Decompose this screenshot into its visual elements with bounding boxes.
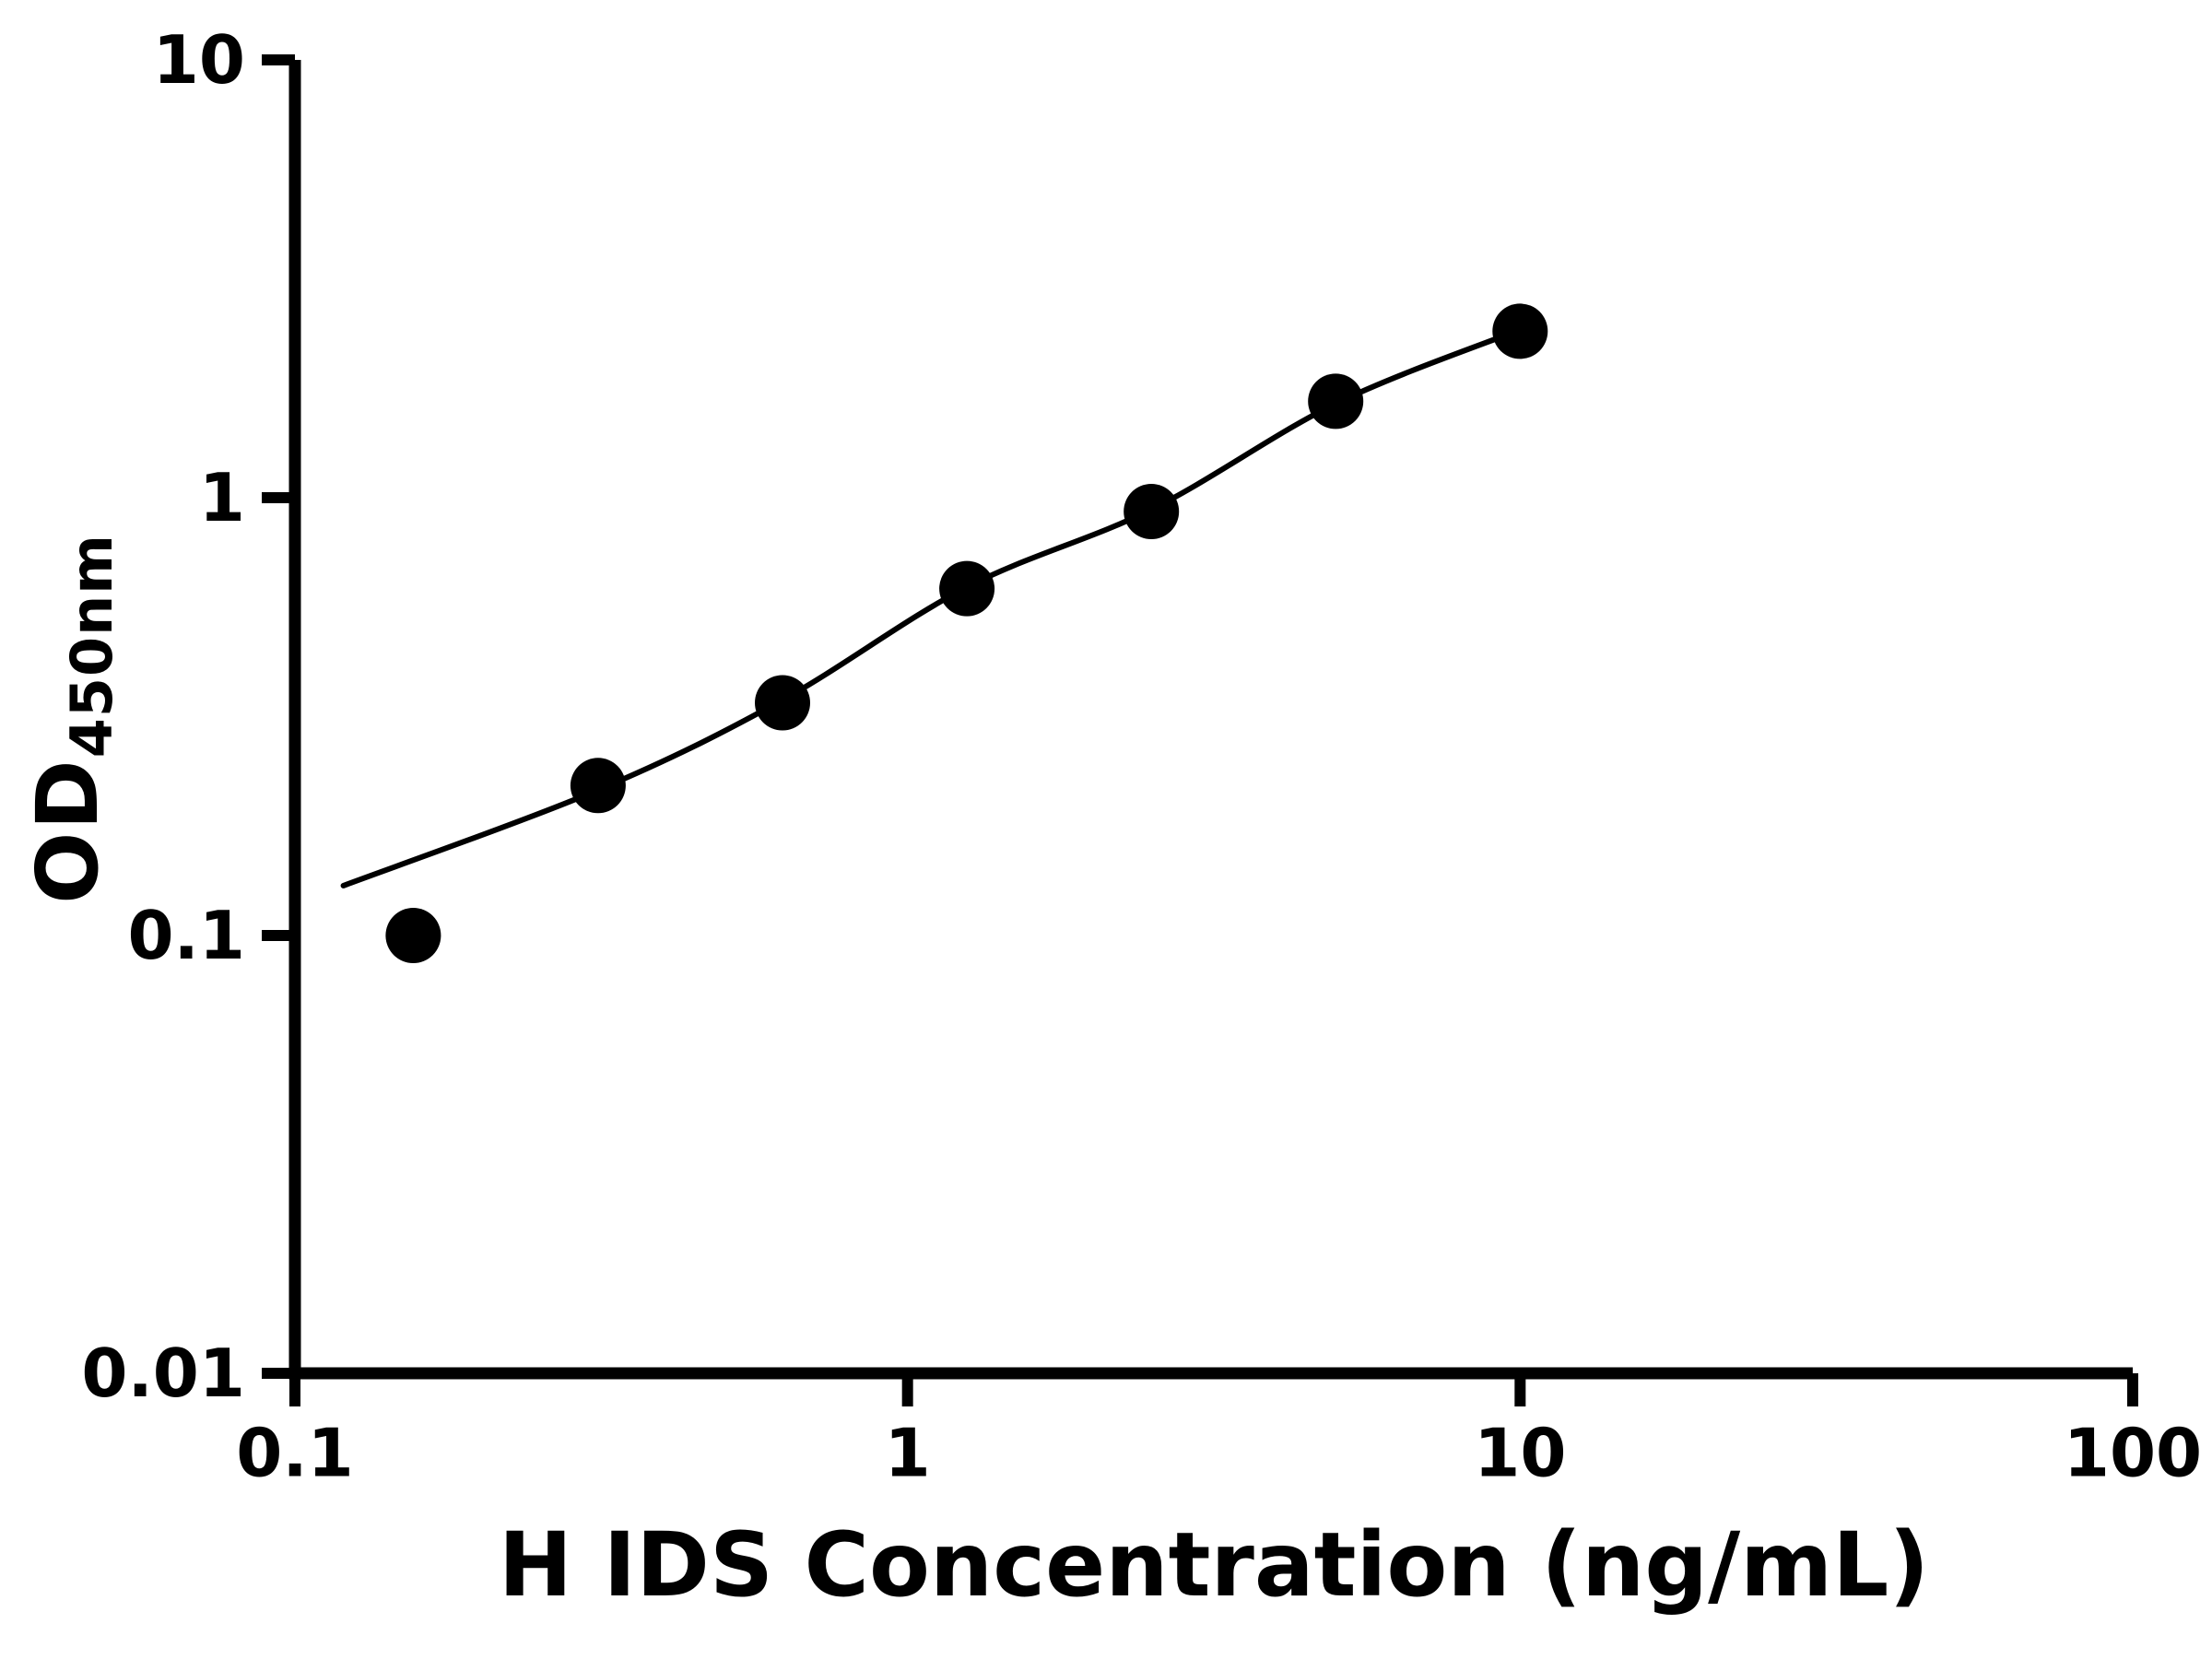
x-tick-label: 1 [885,1415,931,1492]
data-point [1124,484,1180,539]
x-tick-label: 0.1 [236,1415,354,1492]
data-point [1308,373,1364,429]
y-tick-label: 0.01 [81,1335,245,1412]
data-point [755,675,810,731]
data-point [385,908,441,963]
data-point [939,560,995,617]
y-axis-title-main: OD [18,758,117,904]
x-tick-label: 100 [2064,1415,2202,1492]
data-point [1492,303,1548,359]
data-point [570,758,626,814]
x-axis-title: H IDS Concentration (ng/mL) [498,1513,1930,1617]
x-tick-label: 10 [1474,1415,1566,1492]
y-tick-label: 0.1 [127,897,245,974]
y-tick-label: 1 [199,459,245,536]
y-axis-title-sub: 450nm [58,534,125,759]
y-tick-label: 10 [153,21,245,99]
y-axis-title: OD450nm [18,534,125,904]
